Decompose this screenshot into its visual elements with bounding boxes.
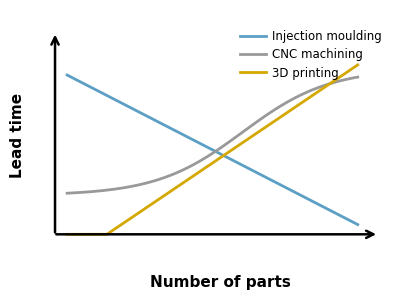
Text: Number of parts: Number of parts [150,275,290,290]
Text: Lead time: Lead time [10,92,25,178]
Legend: Injection moulding, CNC machining, 3D printing: Injection moulding, CNC machining, 3D pr… [240,30,382,80]
